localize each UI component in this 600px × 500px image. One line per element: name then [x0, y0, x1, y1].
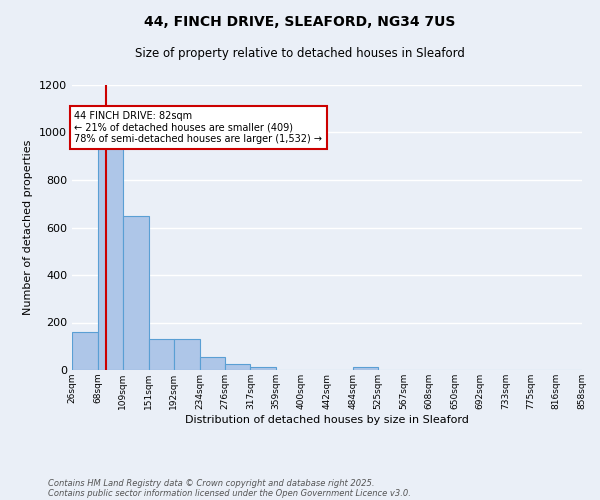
Text: 44 FINCH DRIVE: 82sqm
← 21% of detached houses are smaller (409)
78% of semi-det: 44 FINCH DRIVE: 82sqm ← 21% of detached …	[74, 111, 322, 144]
Text: Contains public sector information licensed under the Open Government Licence v3: Contains public sector information licen…	[48, 488, 411, 498]
Text: 44, FINCH DRIVE, SLEAFORD, NG34 7US: 44, FINCH DRIVE, SLEAFORD, NG34 7US	[145, 15, 455, 29]
X-axis label: Distribution of detached houses by size in Sleaford: Distribution of detached houses by size …	[185, 414, 469, 424]
Bar	[199, 357, 225, 370]
Bar	[149, 339, 174, 370]
Bar	[225, 364, 250, 370]
Text: Size of property relative to detached houses in Sleaford: Size of property relative to detached ho…	[135, 48, 465, 60]
Bar	[353, 367, 378, 370]
Bar	[174, 339, 200, 370]
Bar	[72, 332, 98, 370]
Bar	[123, 216, 149, 370]
Text: Contains HM Land Registry data © Crown copyright and database right 2025.: Contains HM Land Registry data © Crown c…	[48, 478, 374, 488]
Y-axis label: Number of detached properties: Number of detached properties	[23, 140, 34, 315]
Bar	[250, 367, 276, 370]
Bar	[98, 147, 123, 370]
